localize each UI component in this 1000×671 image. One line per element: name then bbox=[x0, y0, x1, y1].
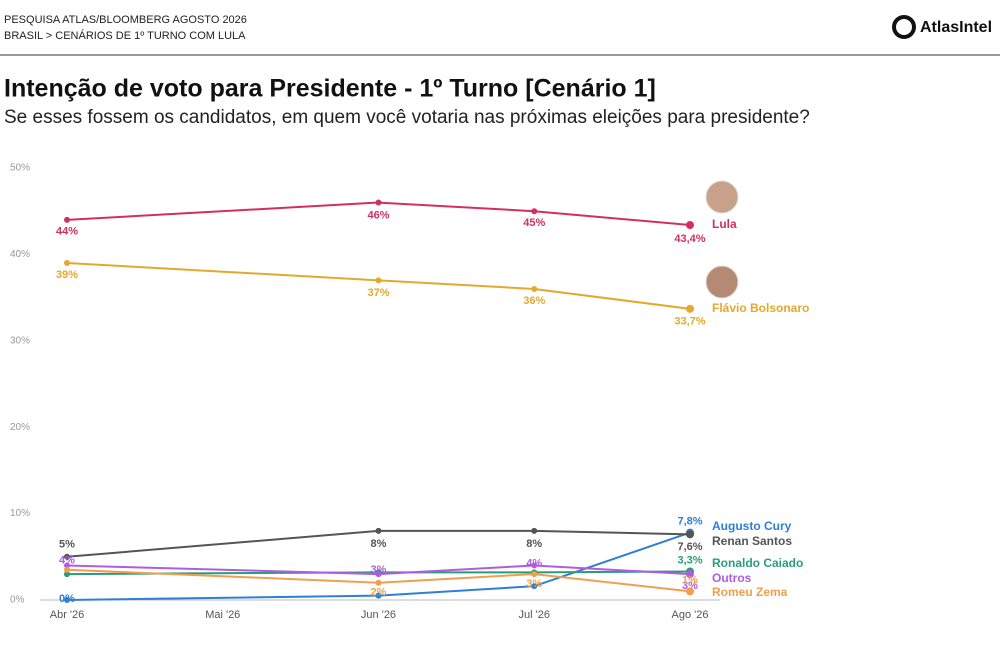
data-label: 5% bbox=[59, 539, 75, 551]
data-point bbox=[686, 221, 694, 230]
data-point bbox=[686, 530, 694, 539]
photo-lula bbox=[705, 180, 739, 214]
brand: AtlasIntel bbox=[920, 19, 992, 36]
breadcrumb: BRASIL > CENÁRIOS DE 1º TURNO COM LULA bbox=[4, 29, 246, 42]
y-tick-label: 50% bbox=[10, 163, 30, 174]
data-label: 3% bbox=[526, 578, 542, 590]
data-point bbox=[64, 597, 70, 603]
legend-label: Outros bbox=[712, 571, 752, 585]
data-point bbox=[686, 570, 694, 579]
data-point bbox=[531, 527, 538, 534]
x-tick-label: Jul '26 bbox=[519, 609, 550, 621]
legend-label: Romeu Zema bbox=[712, 585, 788, 599]
photo-flavio bbox=[705, 265, 739, 299]
data-label: 7,8% bbox=[677, 516, 702, 528]
y-tick-label: 0% bbox=[10, 595, 25, 606]
x-tick-label: Abr '26 bbox=[50, 609, 85, 621]
data-point bbox=[375, 277, 382, 284]
data-label: 4% bbox=[526, 557, 542, 569]
data-point bbox=[375, 527, 382, 534]
data-label: 7,6% bbox=[677, 541, 702, 553]
data-point bbox=[375, 199, 382, 206]
data-label: 8% bbox=[371, 538, 387, 550]
data-label: 3,3% bbox=[677, 554, 702, 566]
logo: AtlasIntel bbox=[892, 15, 992, 39]
y-tick-label: 40% bbox=[10, 249, 30, 260]
data-point bbox=[64, 216, 70, 223]
data-point bbox=[686, 304, 694, 313]
data-point bbox=[64, 566, 70, 573]
data-point bbox=[64, 260, 70, 267]
data-point bbox=[64, 553, 70, 560]
data-label: 46% bbox=[367, 209, 389, 221]
data-label: 45% bbox=[523, 217, 545, 229]
data-point bbox=[64, 571, 70, 578]
chart-title: Intenção de voto para Presidente - 1º Tu… bbox=[4, 75, 656, 103]
data-label: 36% bbox=[523, 295, 545, 307]
data-point bbox=[375, 571, 382, 578]
x-tick-label: Ago '26 bbox=[672, 609, 709, 621]
chart-subtitle: Se esses fossem os candidatos, em quem v… bbox=[4, 107, 810, 128]
legend-label: Lula bbox=[712, 217, 737, 231]
data-point bbox=[375, 592, 382, 599]
legend-label: Flávio Bolsonaro bbox=[712, 301, 809, 315]
x-tick-label: Mai '26 bbox=[205, 609, 240, 621]
x-tick-label: Jun '26 bbox=[361, 609, 396, 621]
legend-label: Ronaldo Caiado bbox=[712, 556, 803, 570]
data-point bbox=[531, 562, 538, 569]
data-point bbox=[686, 587, 694, 596]
data-label: 1% bbox=[682, 574, 698, 586]
data-label: 3% bbox=[682, 580, 698, 592]
legend-label: Augusto Cury bbox=[712, 519, 792, 533]
data-label: 39% bbox=[56, 269, 78, 281]
y-tick-label: 30% bbox=[10, 335, 30, 346]
data-point bbox=[375, 579, 382, 586]
series-line bbox=[66, 564, 691, 576]
data-label: 3% bbox=[371, 564, 387, 576]
data-label: 33,7% bbox=[674, 316, 705, 328]
y-tick-label: 20% bbox=[10, 422, 30, 433]
series-line bbox=[66, 531, 691, 601]
data-label: 44% bbox=[56, 226, 78, 238]
series-line bbox=[66, 570, 691, 576]
series-line bbox=[66, 568, 691, 593]
series-line bbox=[66, 262, 691, 310]
data-label: 4% bbox=[59, 554, 75, 566]
series-line bbox=[66, 201, 691, 227]
source: PESQUISA ATLAS/BLOOMBERG AGOSTO 2026 bbox=[4, 14, 247, 26]
series-line bbox=[66, 529, 691, 558]
data-point bbox=[531, 208, 538, 215]
data-label: 8% bbox=[526, 538, 542, 550]
data-label: 43,4% bbox=[674, 233, 705, 245]
data-point bbox=[531, 285, 538, 292]
data-label: 37% bbox=[367, 287, 389, 299]
data-label: 0% bbox=[59, 593, 75, 605]
legend-label: Renan Santos bbox=[712, 534, 792, 548]
data-point bbox=[531, 571, 538, 578]
data-label: 2% bbox=[371, 587, 387, 599]
y-tick-label: 10% bbox=[10, 508, 30, 519]
data-point bbox=[64, 562, 70, 569]
data-point bbox=[531, 583, 538, 590]
